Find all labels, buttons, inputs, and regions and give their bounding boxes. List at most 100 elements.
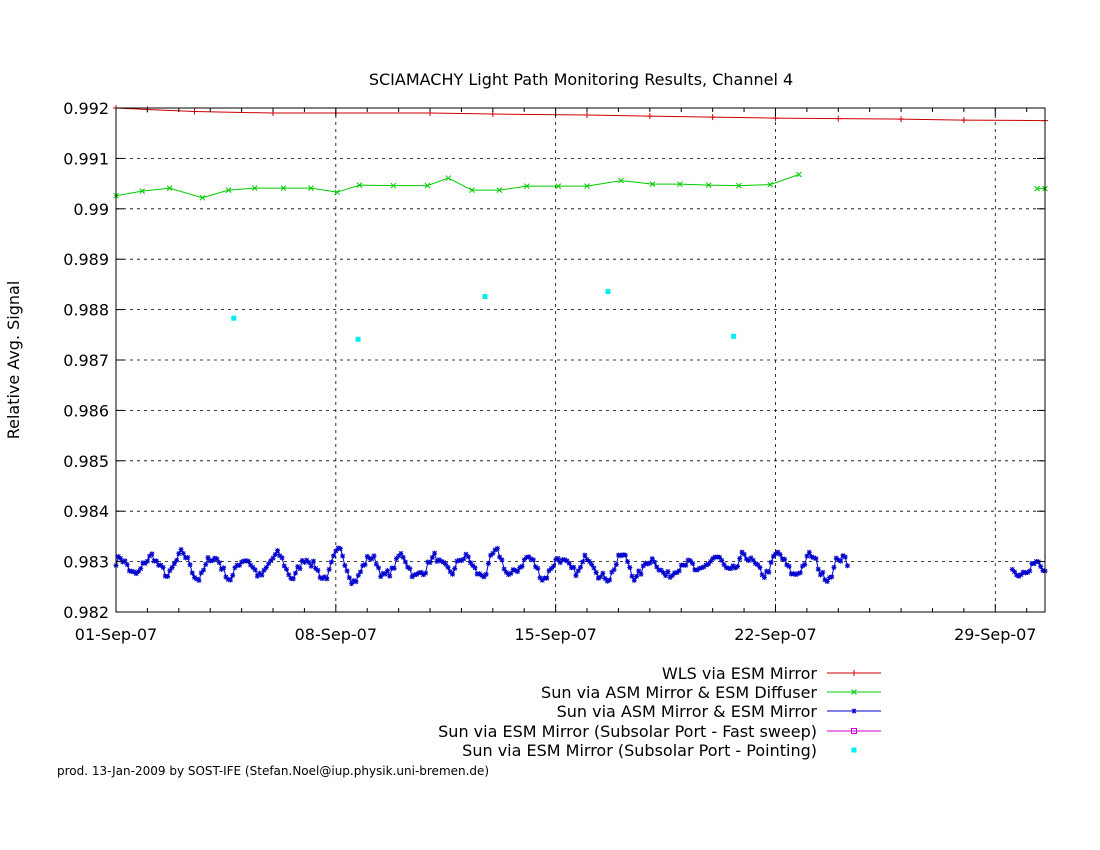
data-point [275,548,281,554]
data-point [135,569,141,575]
data-point [840,553,846,559]
data-point [566,560,572,566]
data-point [115,553,121,559]
y-axis-label: Relative Avg. Signal [4,281,23,440]
data-point [757,565,763,571]
data-point [203,561,209,567]
data-point [604,578,610,584]
data-point [690,560,696,566]
data-point [696,565,702,571]
data-point [743,556,749,562]
data-point [306,559,312,565]
data-point [629,573,635,579]
data-point [709,114,716,121]
data-point [467,560,473,566]
data-point [663,573,669,579]
data-point [813,556,819,562]
data-point [539,577,545,583]
data-point [739,549,745,555]
data-point [124,562,130,568]
data-point [393,556,399,562]
data-point [387,573,393,579]
data-point [730,563,736,569]
data-point [524,554,530,560]
data-point [775,549,781,555]
data-point [304,557,310,563]
legend-label: Sun via ASM Mirror & ESM Mirror [557,702,818,721]
data-point [122,558,128,564]
data-point [519,563,525,569]
data-point [595,575,601,581]
data-point [328,559,334,565]
data-point [432,550,438,556]
data-point [528,556,534,562]
data-point [454,558,460,564]
data-point [731,333,737,339]
data-point [201,567,207,573]
data-point [535,565,541,571]
data-point [642,560,648,566]
legend-label: Sun via ESM Mirror (Subsolar Port - Poin… [462,741,817,760]
data-point [463,551,469,557]
data-point [1011,569,1017,575]
data-point [562,557,568,563]
data-point [766,569,772,575]
data-point [589,561,595,567]
data-point [243,558,249,564]
data-point [537,575,543,581]
series-esm-mirror [113,545,1048,587]
y-tick-label: 0.983 [63,553,109,572]
data-point [503,569,509,575]
y-tick-label: 0.985 [63,452,109,471]
data-point [223,574,229,580]
data-point [443,561,449,567]
data-point [515,569,521,575]
data-point [180,550,186,556]
data-point [646,113,653,120]
data-point [741,551,747,557]
data-point [257,570,263,576]
data-point [441,559,447,565]
data-point [752,561,758,567]
data-point [185,554,191,560]
data-point [290,576,296,582]
data-point [176,551,182,557]
data-point [761,575,767,581]
data-point [490,550,496,556]
data-point [571,564,577,570]
data-point [284,566,290,572]
data-point [479,572,485,578]
data-point [301,559,307,565]
data-point [373,561,379,567]
data-point [214,556,220,562]
legend-label: Sun via ASM Mirror & ESM Diffuser [541,683,817,702]
data-point [178,546,184,552]
x-tick-label: 08-Sep-07 [295,625,377,644]
data-point [844,563,850,569]
data-point [409,574,415,580]
data-point [705,561,711,567]
data-point [174,557,180,563]
legend-marker [851,670,857,676]
data-point [400,554,406,560]
data-point [703,562,709,568]
data-point [425,559,431,565]
data-point [826,575,832,581]
y-tick-label: 0.987 [63,351,109,370]
data-point [564,558,570,564]
data-point [187,562,193,568]
data-point [317,575,323,581]
data-point [380,570,386,576]
data-point [436,557,442,563]
data-point [501,566,507,572]
data-point [1014,572,1020,578]
data-point [598,574,604,580]
data-point [402,559,408,565]
data-point [665,568,671,574]
data-point [295,564,301,570]
data-point [806,549,812,555]
data-point [445,564,451,570]
data-point [842,554,848,560]
data-point [313,565,319,571]
